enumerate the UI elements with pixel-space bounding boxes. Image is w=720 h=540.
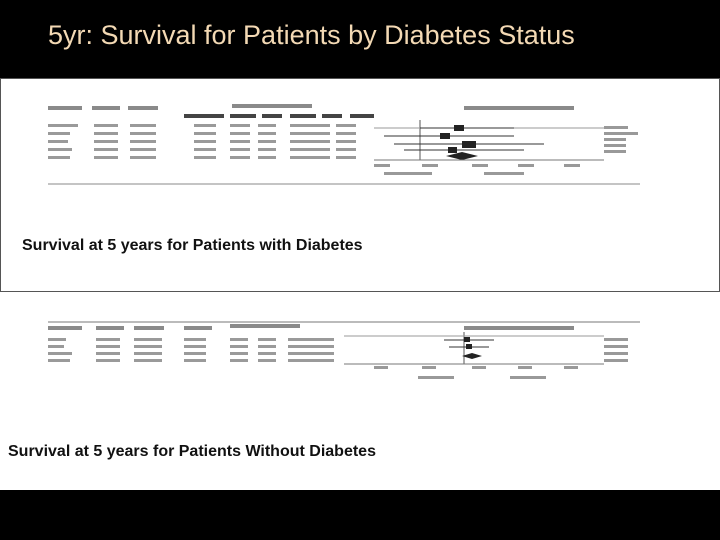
forest-plot-no-diabetes [48,321,640,379]
forest-plot-markers-no-diabetes [344,332,604,365]
bottom-band [0,490,720,540]
blurred-study-rows [48,338,334,362]
blurred-axis-labels [374,164,580,175]
blurred-column-headers [184,114,374,118]
blurred-header-row [48,104,574,110]
slide-title: 5yr: Survival for Patients by Diabetes S… [48,20,575,50]
blurred-axis-labels [374,366,578,379]
blurred-header-row [48,324,574,330]
caption-diabetes: Survival at 5 years for Patients with Di… [22,237,363,254]
title-bar: 5yr: Survival for Patients by Diabetes S… [0,0,720,78]
blurred-study-rows [48,124,356,159]
blurred-right-legend [604,126,638,153]
forest-plot-diabetes [48,104,640,185]
forest-plot-markers-diabetes [374,120,604,161]
caption-no-diabetes: Survival at 5 years for Patients Without… [8,443,376,460]
panel-no-diabetes [0,292,720,490]
blurred-right-legend [604,338,628,362]
panel-diabetes [0,78,720,292]
